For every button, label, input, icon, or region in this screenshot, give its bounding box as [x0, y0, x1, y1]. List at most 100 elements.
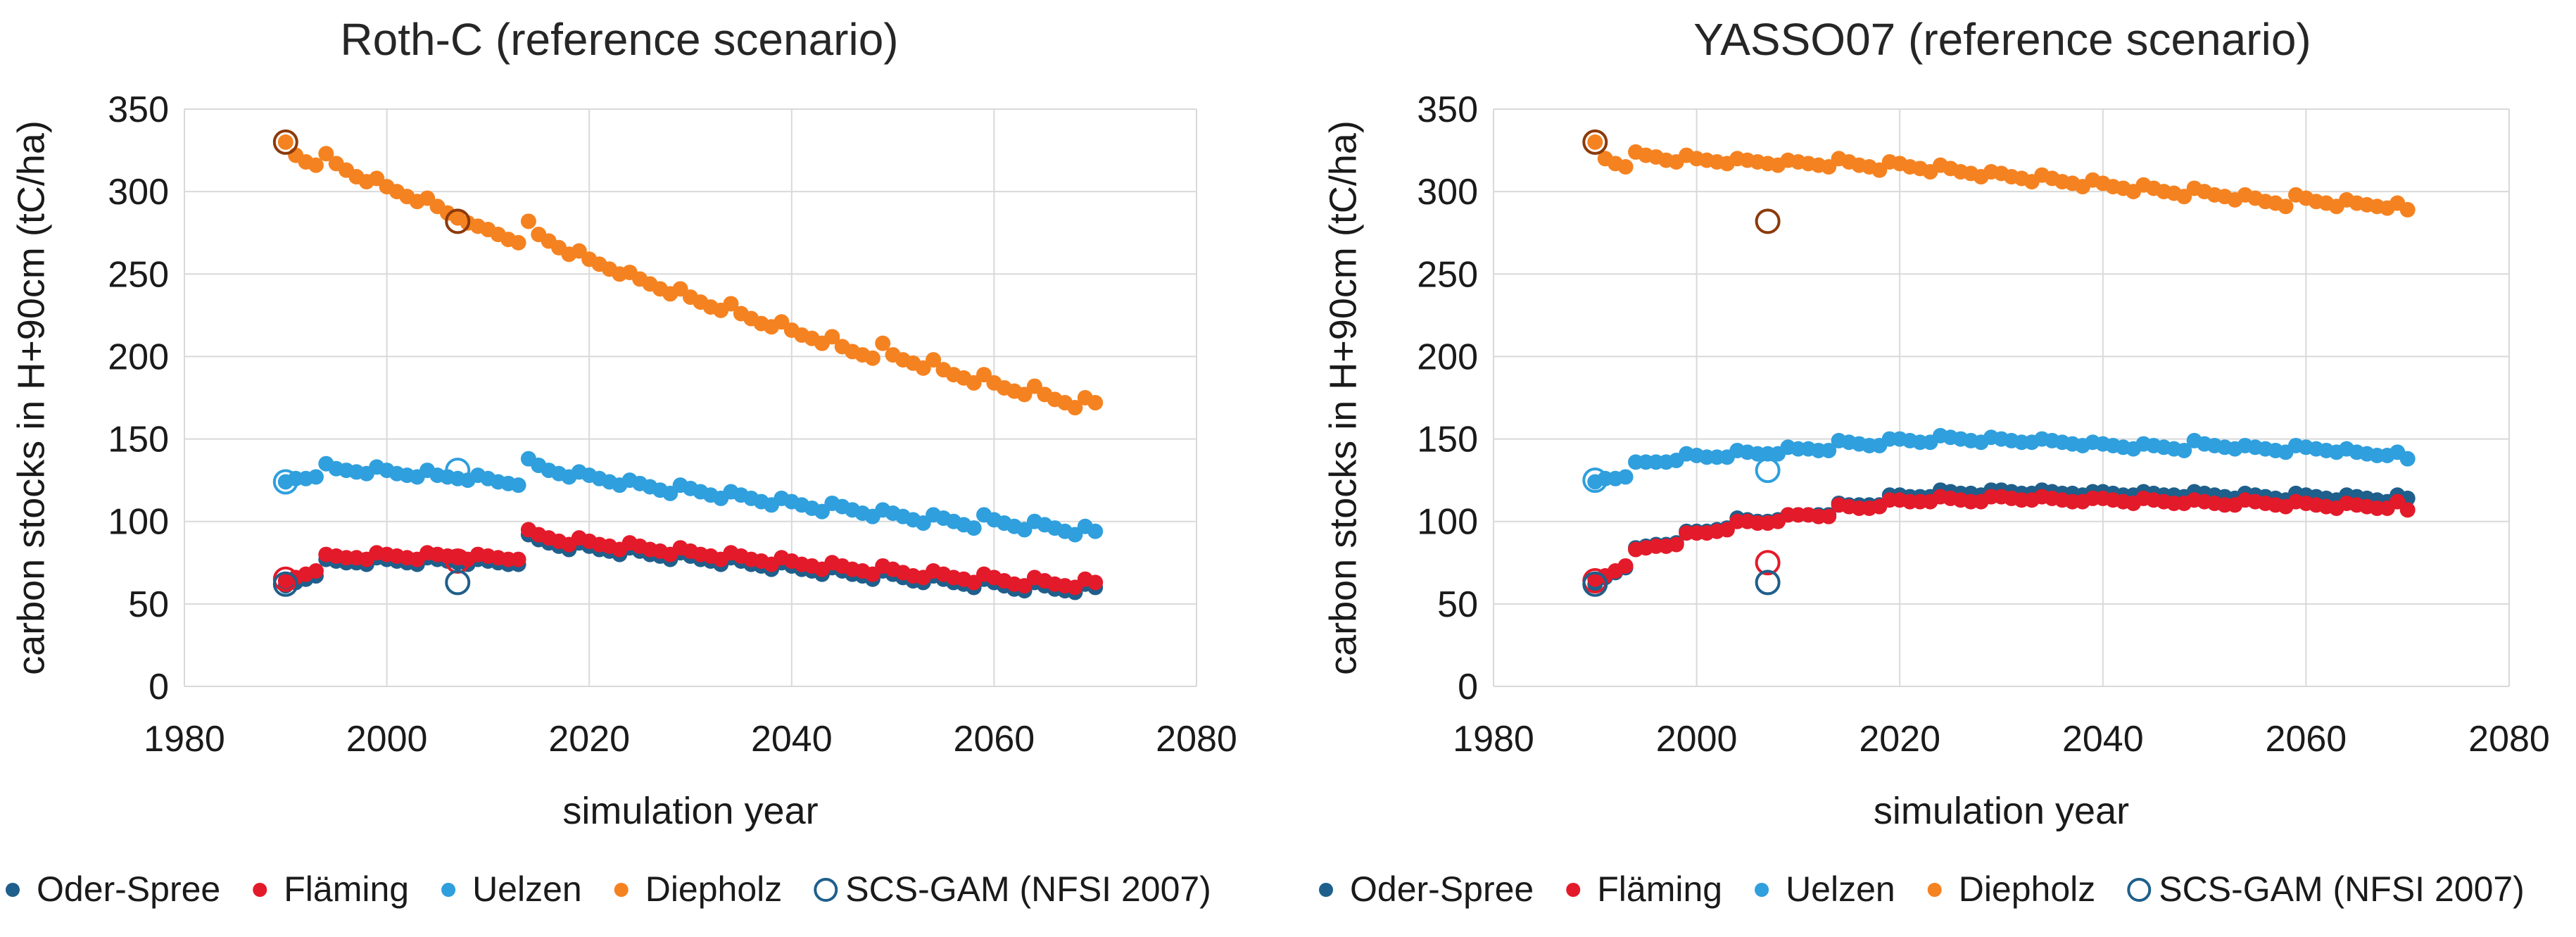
y-axis-title: carbon stocks in H+90cm (tC/ha): [1322, 120, 1364, 675]
data-point: [723, 296, 739, 312]
x-tick-label: 2080: [1156, 719, 1237, 760]
legend-item-oder-spree: Oder-Spree: [6, 869, 220, 909]
observation-point: [445, 570, 471, 596]
data-point: [1087, 523, 1104, 539]
data-point: [1067, 400, 1083, 416]
data-point: [1087, 574, 1104, 591]
data-point: [1668, 536, 1684, 553]
data-point: [2176, 442, 2192, 458]
chart-panel-yasso07: YASSO07 (reference scenario) 0 50 100 150 200…: [1319, 14, 2550, 909]
legend-item-uelzen: Uelzen: [441, 869, 582, 909]
observation-point: [272, 469, 298, 495]
x-tick-label: 2000: [346, 719, 428, 760]
observation-point: [1755, 550, 1781, 576]
observation-point: [445, 458, 471, 484]
x-tick-label: 2040: [751, 719, 833, 760]
legend-item-scs-gam-nfsi-2007: SCS-GAM (NFSI 2007): [2127, 869, 2525, 909]
data-point: [510, 477, 526, 493]
series-diepholz: [1587, 134, 2416, 218]
legend-marker: [1927, 883, 1942, 897]
y-tick-label: 250: [1417, 254, 1478, 295]
observation-point: [272, 571, 298, 597]
legend-item-diepholz: Diepholz: [1927, 869, 2096, 909]
legend-item-uelzen: Uelzen: [1755, 869, 1895, 909]
legend-label: SCS-GAM (NFSI 2007): [2159, 869, 2525, 909]
legend-marker: [814, 878, 838, 902]
y-tick-label: 300: [108, 172, 169, 213]
series-flaming: [1587, 489, 2416, 587]
data-point: [1617, 159, 1634, 175]
legend-marker: [614, 883, 629, 897]
x-axis-title: simulation year: [1874, 790, 2129, 832]
x-tick-label: 2020: [1859, 719, 1940, 760]
y-tick-label: 350: [108, 89, 169, 130]
legend-label: SCS-GAM (NFSI 2007): [845, 869, 1211, 909]
data-point: [2399, 201, 2416, 218]
legend-item-scs-gam-nfsi-2007: SCS-GAM (NFSI 2007): [814, 869, 1211, 909]
data-point: [510, 234, 526, 251]
legend-marker: [1319, 883, 1333, 897]
data-point: [966, 520, 982, 536]
data-point: [308, 157, 324, 173]
x-tick-label: 2060: [2266, 719, 2347, 760]
y-tick-label: 0: [1458, 667, 1478, 708]
y-tick-label: 250: [108, 254, 169, 295]
legend: Oder-Spree Fläming Uelzen Diepholz SCS-GAM (…: [6, 869, 1211, 909]
y-tick-label: 100: [108, 502, 169, 543]
observation-point: [1755, 458, 1781, 484]
data-point: [520, 213, 536, 229]
legend-label: Oder-Spree: [1350, 869, 1534, 909]
observation-point: [272, 129, 298, 155]
legend-marker: [6, 883, 20, 897]
observation-point: [1755, 208, 1781, 234]
data-point: [875, 335, 891, 351]
y-tick-label: 50: [128, 584, 169, 625]
legend-label: Diepholz: [645, 869, 783, 909]
observation-point: [445, 208, 471, 234]
chart-title: YASSO07 (reference scenario): [1693, 14, 2311, 65]
legend-marker: [1755, 883, 1769, 897]
data-point: [2278, 199, 2294, 215]
x-tick-label: 2060: [954, 719, 1035, 760]
x-tick-label: 2080: [2468, 719, 2550, 760]
y-tick-label: 0: [149, 667, 169, 708]
observation-point: [1582, 571, 1608, 597]
data-point: [1821, 442, 1837, 458]
y-tick-label: 50: [1437, 584, 1478, 625]
series-uelzen: [277, 451, 1104, 543]
data-point: [1587, 134, 1603, 150]
data-point: [1821, 508, 1837, 524]
data-point: [308, 563, 324, 579]
data-point: [318, 146, 334, 162]
y-tick-label: 150: [108, 420, 169, 460]
data-point: [824, 329, 840, 345]
data-point: [2399, 451, 2416, 467]
observation-point: [1582, 129, 1608, 155]
legend-marker: [253, 883, 267, 897]
observation-point: [1755, 570, 1781, 596]
y-tick-label: 200: [108, 337, 169, 377]
data-point: [1617, 469, 1634, 485]
observation-point: [1582, 467, 1608, 493]
legend-marker: [1566, 883, 1581, 897]
legend-marker: [441, 883, 456, 897]
chart-title: Roth-C (reference scenario): [340, 14, 898, 65]
legend-label: Uelzen: [1786, 869, 1895, 909]
y-tick-label: 100: [1417, 502, 1478, 543]
y-tick-label: 150: [1417, 420, 1478, 460]
legend-marker: [2127, 878, 2152, 902]
y-tick-label: 300: [1417, 172, 1478, 213]
legend-item-oder-spree: Oder-Spree: [1319, 869, 1534, 909]
legend-label: Diepholz: [1959, 869, 2096, 909]
legend-label: Uelzen: [472, 869, 582, 909]
data-point: [864, 350, 880, 366]
data-point: [2399, 502, 2416, 518]
y-tick-label: 350: [1417, 89, 1478, 130]
x-tick-label: 1980: [144, 719, 225, 760]
legend-item-flaming: Fläming: [1566, 869, 1722, 909]
x-tick-label: 2040: [2062, 719, 2144, 760]
legend-item-flaming: Fläming: [253, 869, 409, 909]
legend-label: Fläming: [284, 869, 409, 909]
